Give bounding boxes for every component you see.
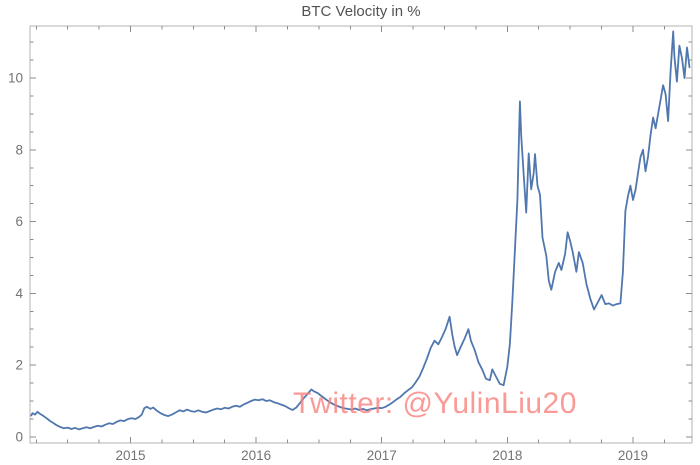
x-tick-label: 2015	[115, 448, 145, 463]
y-tick-label: 4	[15, 286, 23, 301]
x-tick-label: 2018	[492, 448, 522, 463]
y-tick-label: 6	[15, 214, 23, 229]
velocity-line-series	[30, 30, 691, 431]
x-tick-label: 2019	[618, 448, 648, 463]
chart-title: BTC Velocity in %	[301, 3, 421, 20]
y-tick-label: 10	[8, 71, 23, 86]
x-tick-label: 2017	[367, 448, 397, 463]
y-tick-label: 8	[15, 142, 23, 157]
y-tick-label: 2	[15, 358, 23, 373]
plot-frame	[29, 25, 693, 444]
x-tick-label: 2016	[241, 448, 271, 463]
y-tick-label: 0	[15, 429, 23, 444]
